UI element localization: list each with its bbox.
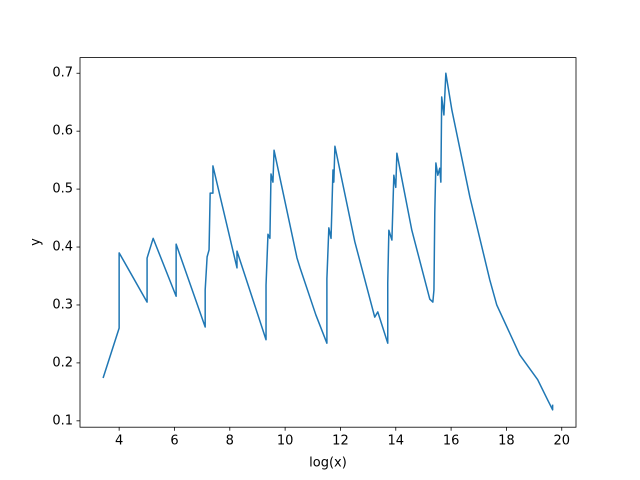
y-tick-label: 0.5	[52, 182, 73, 197]
axes-frame	[79, 57, 577, 428]
y-tick-label: 0.3	[52, 297, 73, 312]
x-tick-label: 10	[277, 434, 294, 449]
x-tick-label: 18	[498, 434, 515, 449]
y-tick-label: 0.4	[52, 240, 73, 255]
y-axis-label: y	[29, 238, 44, 246]
x-tick-label: 8	[226, 434, 234, 449]
data-line	[102, 72, 554, 411]
y-tick-label: 0.7	[52, 66, 73, 81]
y-tick-label: 0.1	[52, 413, 73, 428]
x-tick-label: 6	[170, 434, 178, 449]
y-tick-label: 0.6	[52, 124, 73, 139]
y-tick-label: 0.2	[52, 355, 73, 370]
x-tick-label: 16	[443, 434, 460, 449]
x-tick-label: 14	[388, 434, 405, 449]
x-tick-label: 12	[332, 434, 349, 449]
x-axis-label: log(x)	[309, 456, 347, 471]
x-tick-label: 20	[553, 434, 570, 449]
x-tick-label: 4	[115, 434, 123, 449]
